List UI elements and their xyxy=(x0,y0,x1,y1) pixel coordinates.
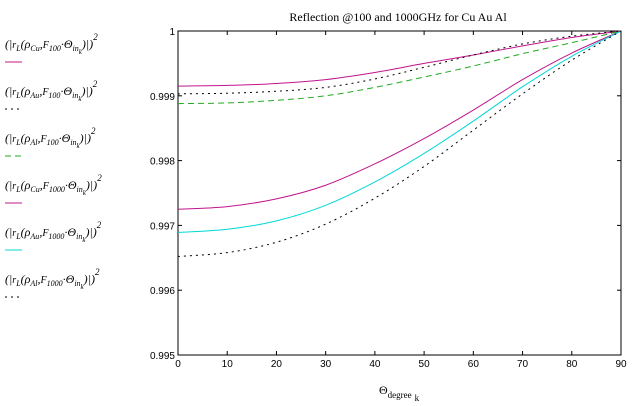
legend-L: L xyxy=(15,44,21,53)
legend-entry-al-1000: (|rL(ρAl,F1000·Θink)|)2 xyxy=(5,267,100,291)
plot-frame xyxy=(177,30,622,356)
legend-r: r xyxy=(12,181,16,192)
legend-freq: 1000 xyxy=(48,232,64,241)
legend-entry-cu-100: (|rL(ρCu,F100·Θink)|)2 xyxy=(5,32,98,56)
legend-L: L xyxy=(15,91,21,100)
legend-r: r xyxy=(12,228,16,239)
y-tick-label: 0.999 xyxy=(150,92,175,103)
chart-title: Reflection @100 and 1000GHz for Cu Au Al xyxy=(289,10,507,24)
x-tick-label: 30 xyxy=(320,359,332,370)
y-tick-label: 0.995 xyxy=(150,351,175,362)
x-tick-label: 40 xyxy=(369,359,381,370)
y-tick-label: 0.997 xyxy=(150,221,175,232)
legend-sup: 2 xyxy=(91,126,96,136)
x-axis-label-sub2: k xyxy=(415,393,420,403)
x-tick-label: 0 xyxy=(175,359,181,370)
legend-sup: 2 xyxy=(93,79,98,89)
x-tick-label: 20 xyxy=(271,359,283,370)
legend-r: r xyxy=(12,134,16,145)
legend-metal: Al xyxy=(29,138,38,147)
legend-metal: Cu xyxy=(30,185,39,194)
x-tick-label: 80 xyxy=(566,359,578,370)
legend-freq: 100 xyxy=(47,138,59,147)
x-axis-label-main: Θ xyxy=(379,383,388,397)
legend-rho: ρ xyxy=(24,178,31,192)
legend-entry-cu-1000: (|rL(ρCu,F1000·Θink)|)2 xyxy=(5,173,102,197)
legend-rho: ρ xyxy=(24,225,31,239)
legend-L: L xyxy=(15,232,21,241)
legend-r: r xyxy=(12,275,16,286)
series-line-au-1000 xyxy=(177,30,622,234)
plot-area xyxy=(177,30,622,356)
legend-r: r xyxy=(12,87,16,98)
x-axis-label: Θdegree k xyxy=(379,383,420,403)
legend-L: L xyxy=(15,185,21,194)
x-tick-label: 50 xyxy=(419,359,431,370)
series-line-al-100 xyxy=(177,30,622,105)
x-tick-label: 10 xyxy=(222,359,234,370)
legend-metal: Au xyxy=(29,232,39,241)
legend-rho: ρ xyxy=(24,272,31,286)
legend-entry-au-1000: (|rL(ρAu,F1000·Θink)|)2 xyxy=(5,220,102,244)
legend-freq: 100 xyxy=(48,91,60,100)
x-tick-label: 70 xyxy=(517,359,529,370)
x-tick-label: 90 xyxy=(615,359,627,370)
legend-sup: 2 xyxy=(95,267,100,277)
series-lines xyxy=(177,30,622,257)
x-axis-label-sub1: degree xyxy=(388,390,412,400)
series-line-al-1000 xyxy=(177,30,622,257)
legend-metal: Au xyxy=(29,91,39,100)
legend-rho: ρ xyxy=(24,84,31,98)
legend-sup: 2 xyxy=(97,173,102,183)
legend-L: L xyxy=(15,279,21,288)
series-line-cu-1000 xyxy=(177,30,622,210)
series-line-au-100 xyxy=(177,30,622,95)
legend-sup: 2 xyxy=(93,32,98,42)
y-axis-ticks: 0.995 0.996 0.997 0.998 0.999 1 xyxy=(150,27,621,362)
x-tick-label: 60 xyxy=(468,359,480,370)
legend-metal: Al xyxy=(29,279,38,288)
legend: (|rL(ρCu,F100·Θink)|)2 (|rL(ρAu,F100·Θink… xyxy=(5,32,102,298)
series-line-cu-100 xyxy=(177,30,622,87)
legend-freq: 1000 xyxy=(49,185,65,194)
legend-L: L xyxy=(15,138,21,147)
legend-sup: 2 xyxy=(97,220,102,230)
y-tick-label: 0.996 xyxy=(150,286,175,297)
legend-entry-au-100: (|rL(ρAu,F100·Θink)|)2 xyxy=(5,79,98,103)
legend-rho: ρ xyxy=(24,37,31,51)
legend-freq: 100 xyxy=(49,44,61,53)
y-tick-label: 0.998 xyxy=(150,157,175,168)
legend-freq: 1000 xyxy=(47,279,63,288)
legend-entry-al-100: (|rL(ρAl,F100·Θink)|)2 xyxy=(5,126,96,150)
legend-rho: ρ xyxy=(24,131,31,145)
legend-metal: Cu xyxy=(30,44,39,53)
x-axis-ticks: 0 10 20 30 40 50 60 70 80 90 xyxy=(175,31,627,370)
legend-r: r xyxy=(12,40,16,51)
y-tick-label: 1 xyxy=(169,27,175,38)
